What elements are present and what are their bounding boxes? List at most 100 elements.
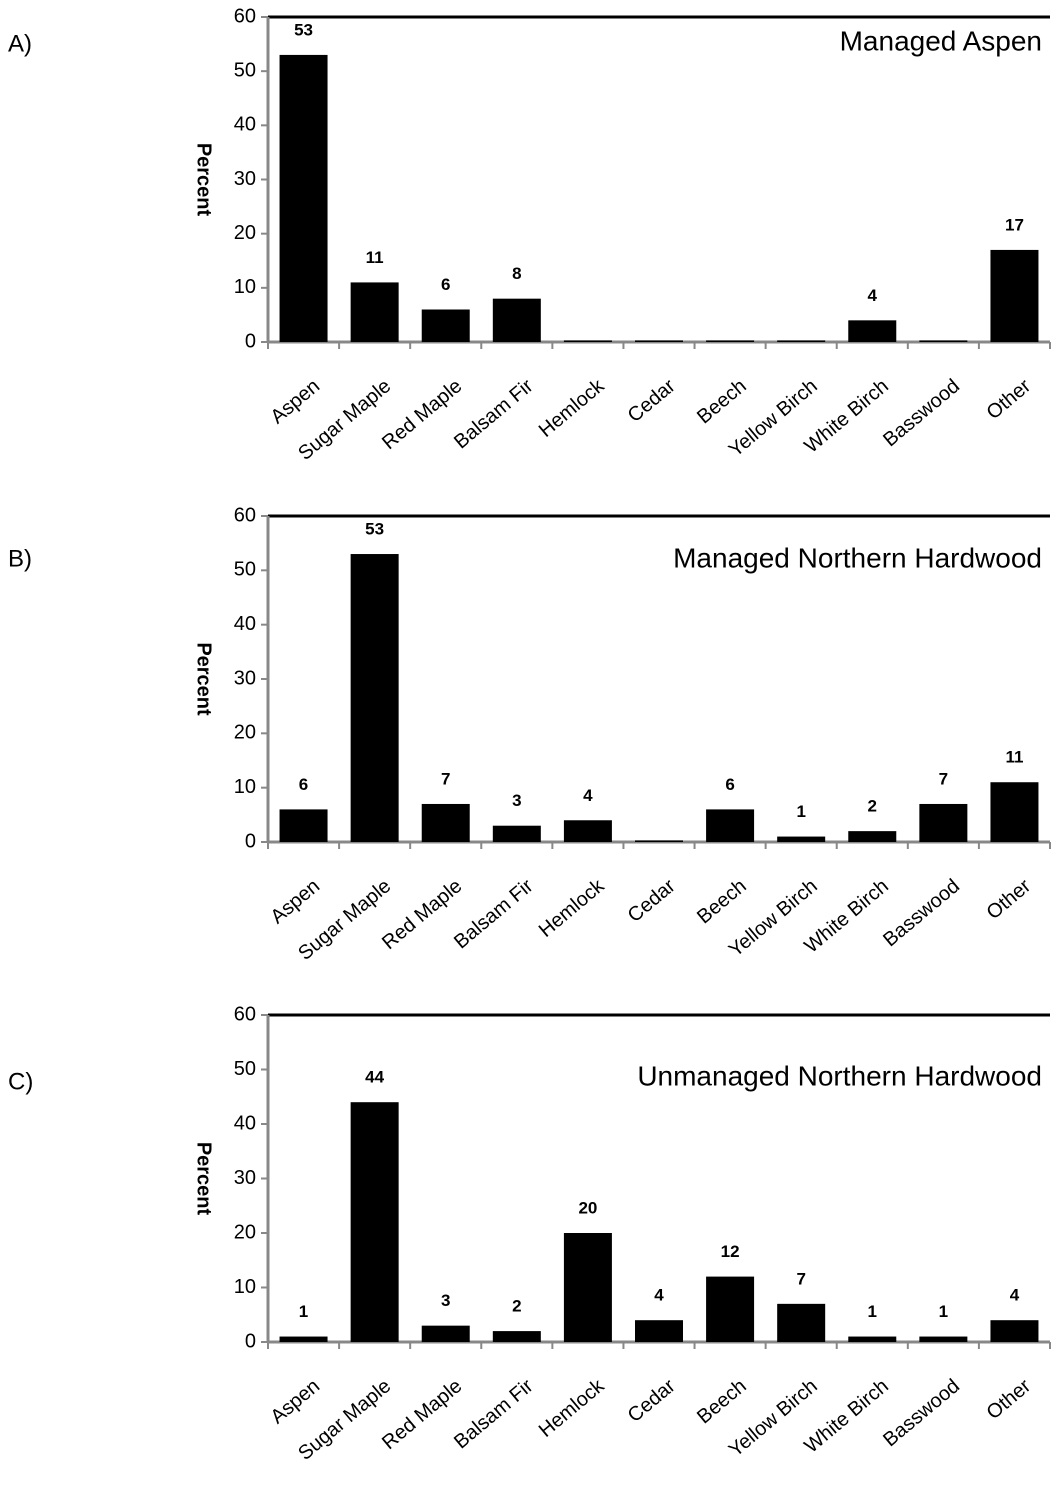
bar — [421, 803, 470, 842]
value-label: 1 — [939, 1302, 948, 1321]
y-tick-label: 10 — [234, 1276, 256, 1298]
bar — [919, 340, 968, 342]
value-label: 53 — [294, 20, 313, 39]
bar — [492, 1331, 541, 1342]
y-tick-label: 40 — [234, 114, 256, 136]
bar — [492, 298, 541, 342]
x-tick-label: Other — [983, 875, 1036, 924]
y-tick-label: 40 — [234, 1112, 256, 1134]
bar — [706, 1276, 755, 1342]
y-axis-label: Percent — [193, 143, 215, 217]
value-label: 11 — [1005, 748, 1023, 767]
x-tick-label: Aspen — [267, 1375, 325, 1428]
bar — [706, 809, 755, 842]
x-tick-label: Balsam Fir — [450, 1375, 538, 1454]
bar — [919, 1336, 968, 1342]
value-label: 4 — [583, 786, 593, 805]
x-tick-label: Hemlock — [535, 874, 610, 942]
chart-title: Managed Aspen — [840, 25, 1042, 56]
value-label: 53 — [365, 520, 384, 539]
value-label: 3 — [512, 791, 521, 810]
y-tick-label: 50 — [234, 59, 256, 81]
bar — [990, 782, 1039, 842]
bar — [421, 309, 470, 342]
value-label: 7 — [796, 1269, 805, 1288]
bar — [777, 1303, 826, 1342]
x-tick-label: Basswood — [879, 375, 964, 451]
value-label: 2 — [512, 1297, 521, 1316]
x-tick-label: Basswood — [879, 875, 964, 951]
y-tick-label: 10 — [234, 776, 256, 798]
bar — [350, 282, 399, 342]
x-tick-label: Hemlock — [535, 1374, 610, 1442]
x-tick-label: Aspen — [267, 375, 325, 428]
value-label: 12 — [721, 1242, 740, 1261]
bar — [848, 1336, 897, 1342]
y-tick-label: 0 — [245, 830, 256, 852]
x-tick-label: Hemlock — [535, 374, 610, 442]
chart-title: Unmanaged Northern Hardwood — [637, 1060, 1042, 1091]
y-tick-label: 60 — [234, 5, 256, 27]
y-tick-label: 30 — [234, 1167, 256, 1189]
x-tick-label: Other — [983, 1375, 1036, 1424]
bar — [350, 554, 399, 842]
x-tick-label: Basswood — [879, 1375, 964, 1451]
y-tick-label: 10 — [234, 276, 256, 298]
x-tick-label: Beech — [693, 1375, 751, 1428]
value-label: 4 — [1010, 1286, 1020, 1305]
y-tick-label: 60 — [234, 504, 256, 526]
bar — [421, 1325, 470, 1342]
value-label: 4 — [868, 286, 878, 305]
value-label: 3 — [441, 1291, 450, 1310]
bar — [563, 820, 612, 842]
value-label: 44 — [365, 1068, 384, 1087]
bar — [919, 803, 968, 842]
x-tick-label: Cedar — [624, 875, 680, 927]
value-label: 17 — [1005, 215, 1024, 234]
value-label: 8 — [512, 264, 521, 283]
bar — [563, 1233, 612, 1342]
panel-label: B) — [8, 545, 32, 572]
y-axis-label: Percent — [193, 642, 215, 716]
value-label: 1 — [299, 1302, 308, 1321]
x-tick-label: Red Maple — [378, 875, 466, 954]
y-tick-label: 20 — [234, 1221, 256, 1243]
y-tick-label: 20 — [234, 722, 256, 744]
y-tick-label: 50 — [234, 559, 256, 581]
y-tick-label: 50 — [234, 1058, 256, 1080]
y-tick-label: 20 — [234, 222, 256, 244]
value-label: 1 — [796, 802, 805, 821]
x-tick-label: Aspen — [267, 875, 325, 928]
value-label: 1 — [868, 1302, 877, 1321]
bar — [635, 340, 683, 342]
x-tick-label: Beech — [693, 875, 751, 928]
chart-title: Managed Northern Hardwood — [673, 542, 1042, 573]
bar — [563, 340, 612, 342]
x-tick-label: Balsam Fir — [450, 875, 538, 954]
y-tick-label: 60 — [234, 1003, 256, 1025]
bar — [279, 54, 328, 343]
value-label: 6 — [299, 775, 308, 794]
value-label: 11 — [366, 248, 384, 267]
y-axis-label: Percent — [193, 1142, 215, 1216]
panel-label: C) — [8, 1068, 33, 1095]
x-tick-label: Red Maple — [378, 375, 466, 454]
y-tick-label: 0 — [245, 1330, 256, 1352]
value-label: 6 — [725, 775, 734, 794]
bar — [279, 809, 328, 842]
bar — [635, 840, 683, 842]
x-tick-label: Cedar — [624, 375, 680, 427]
bar — [350, 1102, 399, 1342]
bar — [848, 320, 897, 342]
value-label: 4 — [654, 1286, 664, 1305]
bar — [848, 831, 897, 842]
value-label: 2 — [868, 797, 877, 816]
bar — [492, 825, 541, 842]
value-label: 7 — [441, 769, 450, 788]
bar — [777, 340, 826, 342]
value-label: 7 — [939, 769, 948, 788]
bar — [990, 249, 1039, 342]
x-tick-label: Beech — [693, 375, 751, 428]
value-label: 6 — [441, 275, 450, 294]
bar — [279, 1336, 328, 1342]
